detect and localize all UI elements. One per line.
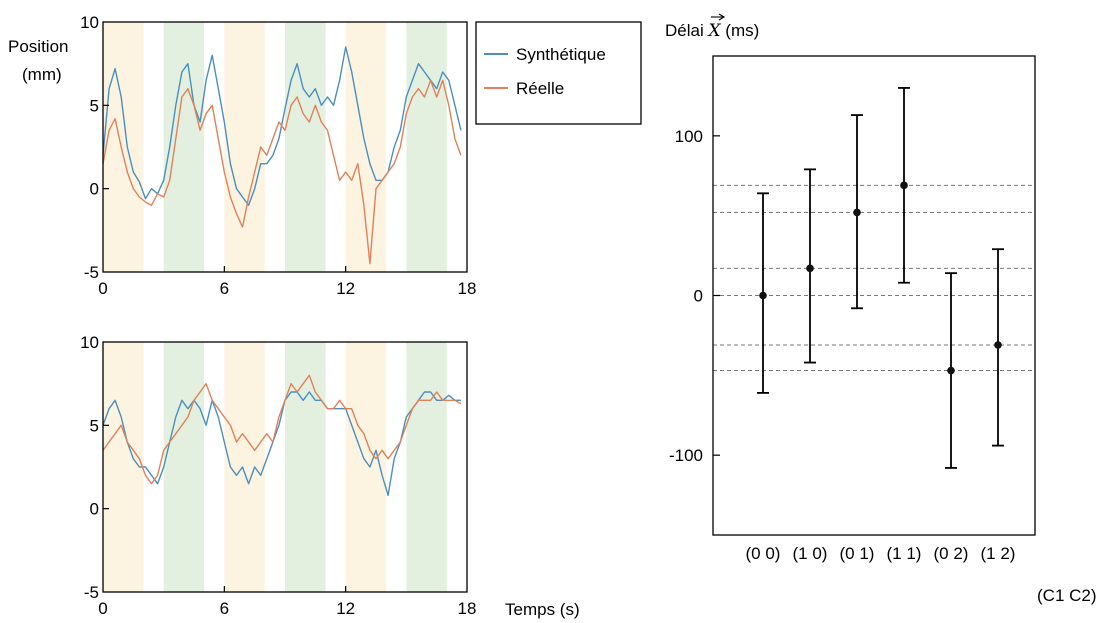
top-band-0 [103,22,144,272]
vector-arrow-icon [711,13,726,21]
data-point-2 [853,208,861,217]
top-series-line-0 [102,46,462,207]
top-band-3 [285,22,326,272]
bottom-xtick-label: 12 [336,599,355,618]
bottom-plot-frame [102,341,468,593]
vector-arrow-head [718,13,726,21]
top-ytick-label: -5 [84,263,99,282]
bottom-series-line-1 [102,374,462,485]
top-ylabel-line2: (mm) [22,65,62,84]
legend: Synthétique Réelle [475,21,642,125]
delay-ytick-label: -100 [669,446,703,465]
delay-ytick-label: 100 [675,127,703,146]
delay-chart: Délai X (ms) 100 0 -100 (0 0) (1 0) (0 1) (1 … [665,13,1097,605]
top-band-5 [406,22,447,272]
delay-category-label: (0 0) [746,544,781,563]
bottom-band-3 [285,342,326,592]
top-band-2 [224,22,265,272]
bottom-ytick-label: 0 [90,500,99,519]
delay-ylabel-text-a: Délai [665,21,708,40]
delay-ylabel: Délai X (ms) [665,21,759,41]
data-point-5 [994,341,1002,349]
legend-label-synthetique: Synthétique [516,45,606,64]
data-point-4 [947,366,955,375]
bottom-band-1 [163,342,205,592]
bottom-band-0 [103,342,144,592]
bottom-xtick-label: 6 [220,599,229,618]
top-xtick-label: 12 [336,279,355,298]
data-point-1 [806,264,814,273]
top-ytick-label: 5 [90,96,99,115]
bottom-ytick-label: 10 [80,333,99,352]
top-plot-frame [102,21,468,273]
delay-category-label: (0 1) [840,544,875,563]
legend-box [475,21,642,125]
bottom-ytick-label: -5 [84,583,99,602]
data-point-0 [759,291,767,300]
delay-category-label: (1 1) [887,544,922,563]
delay-ylabel-vector: X [706,21,721,41]
top-ytick-label: 10 [80,13,99,32]
top-series-line-1 [102,79,462,265]
data-point-3 [900,181,908,190]
bottom-band-5 [406,342,447,592]
bottom-ytick-label: 5 [90,416,99,435]
legend-label-reelle: Réelle [516,79,564,98]
top-ytick-label: 0 [90,180,99,199]
top-ylabel-line1: Position [8,37,68,56]
delay-category-label: (1 0) [793,544,828,563]
top-xtick-label: 18 [458,279,477,298]
delay-xlabel: (C1 C2) [1037,586,1097,605]
delay-category-label: (0 2) [934,544,969,563]
delay-category-label: (1 2) [981,544,1016,563]
bottom-xtick-label: 18 [458,599,477,618]
top-xtick-label: 0 [98,279,107,298]
delay-ytick-label: 0 [694,287,703,306]
top-xtick-label: 6 [220,279,229,298]
bottom-xtick-label: 0 [98,599,107,618]
bottom-xlabel: Temps (s) [505,600,580,619]
delay-ylabel-text-c: (ms) [721,21,760,40]
